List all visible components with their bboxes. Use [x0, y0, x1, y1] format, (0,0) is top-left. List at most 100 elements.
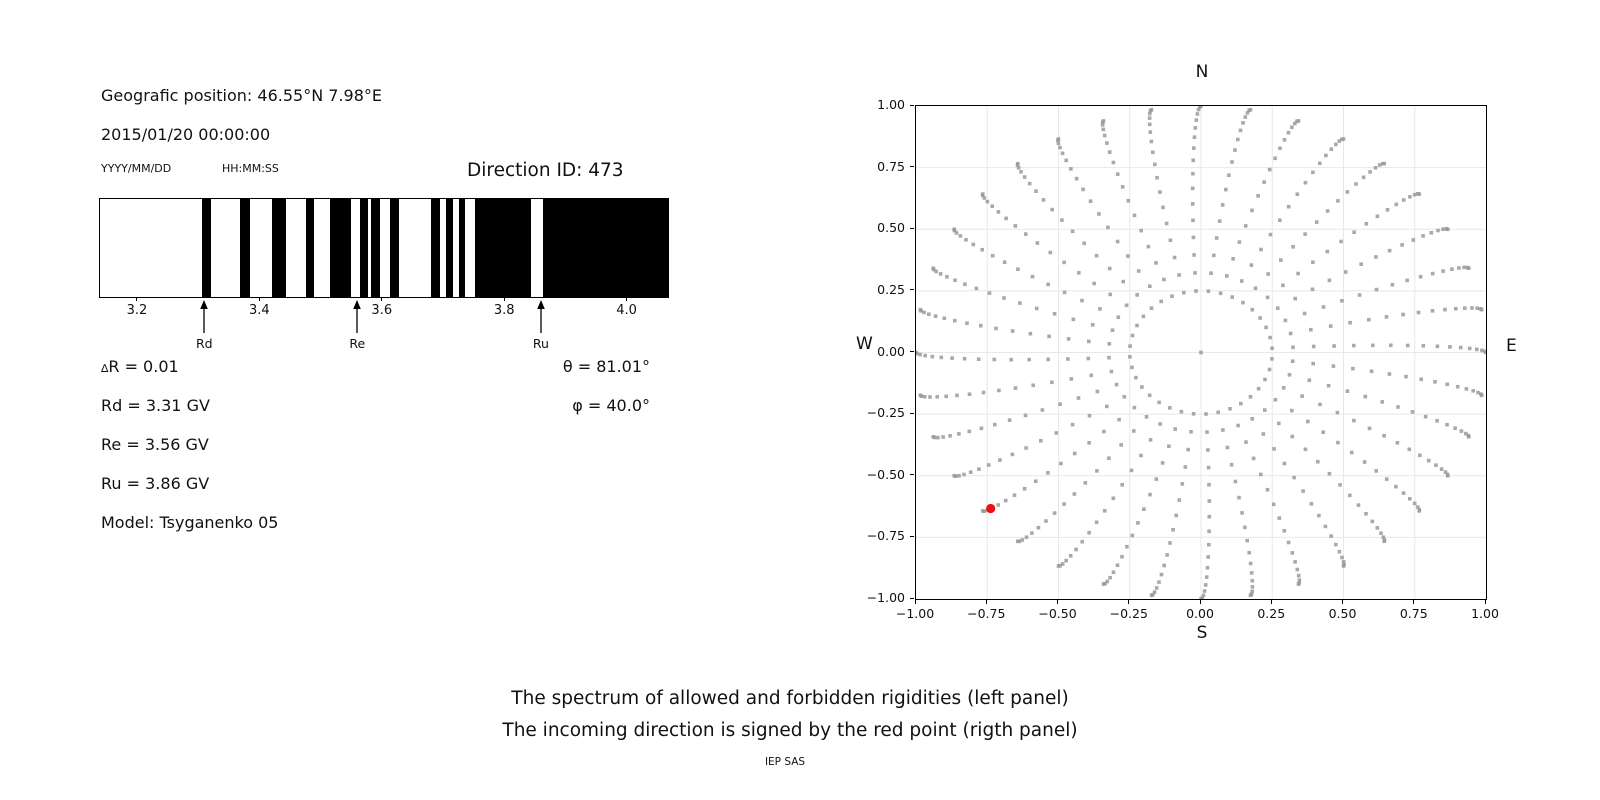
- asymptotic-direction-dot: [1433, 380, 1437, 384]
- asymptotic-direction-dot: [1177, 273, 1181, 277]
- asymptotic-direction-dot: [994, 326, 998, 331]
- delta-symbol: ∆: [101, 362, 109, 375]
- asymptotic-direction-dot: [1250, 208, 1254, 213]
- asymptotic-direction-dot: [1351, 366, 1355, 371]
- asymptotic-direction-dot: [1041, 198, 1046, 202]
- asymptotic-direction-dot: [1236, 137, 1240, 142]
- asymptotic-direction-dot: [1467, 346, 1472, 351]
- asymptotic-direction-dot: [1282, 138, 1287, 142]
- asymptotic-direction-dot: [1291, 345, 1295, 350]
- stat-phi: φ = 40.0°: [572, 396, 650, 415]
- asymptotic-direction-dot: [931, 266, 935, 270]
- asymptotic-direction-dot: [1261, 432, 1266, 436]
- asymptotic-direction-dot: [1401, 312, 1405, 317]
- asymptotic-direction-dot: [1128, 355, 1132, 359]
- asymptotic-direction-dot: [1450, 267, 1454, 271]
- asymptotic-direction-dot: [979, 323, 983, 328]
- asymptotic-direction-dot: [1435, 419, 1439, 423]
- asymptotic-direction-dot: [1250, 578, 1255, 583]
- asymptotic-direction-dot: [1064, 558, 1068, 563]
- asymptotic-direction-dot: [1172, 255, 1177, 260]
- asymptotic-direction-dot: [981, 390, 986, 395]
- asymptotic-direction-dot: [931, 435, 935, 439]
- asymptotic-direction-dot: [927, 312, 931, 316]
- asymptotic-direction-dot: [1401, 491, 1406, 495]
- asymptotic-direction-dot: [1192, 146, 1196, 150]
- asymptotic-direction-dot: [1311, 170, 1315, 175]
- x-axis-tickmark: [503, 297, 505, 301]
- asymptotic-direction-dot: [980, 192, 985, 196]
- asymptotic-direction-dot: [1293, 296, 1297, 301]
- asymptotic-direction-dot: [967, 429, 972, 434]
- asymptotic-direction-dot: [1302, 311, 1307, 316]
- asymptotic-direction-dot: [1243, 115, 1248, 119]
- asymptotic-direction-dot: [1277, 421, 1281, 426]
- asymptotic-direction-dot: [1250, 307, 1255, 312]
- asymptotic-direction-dot: [1279, 258, 1283, 262]
- asymptotic-direction-dot: [1245, 111, 1250, 115]
- asymptotic-direction-dot: [1275, 306, 1280, 310]
- asymptotic-direction-dot: [1352, 418, 1356, 423]
- asymptotic-direction-dot: [1327, 471, 1332, 476]
- asymptotic-direction-dot: [1159, 572, 1164, 577]
- asymptotic-direction-dot: [1086, 356, 1091, 361]
- asymptotic-direction-dot: [1020, 538, 1025, 542]
- asymptotic-direction-dot: [1297, 578, 1302, 582]
- asymptotic-direction-dot: [952, 473, 956, 478]
- asymptotic-direction-dot: [1314, 220, 1319, 224]
- asymptotic-direction-dot: [1209, 271, 1213, 275]
- asymptotic-direction-dot: [1259, 472, 1263, 477]
- asymptotic-direction-dot: [985, 199, 990, 204]
- asymptotic-direction-dot: [1270, 346, 1274, 350]
- asymptotic-direction-dot: [1142, 507, 1146, 511]
- asymptotic-direction-dot: [1324, 153, 1328, 158]
- asymptotic-direction-dot: [1457, 266, 1461, 270]
- asymptotic-direction-dot: [1400, 243, 1404, 247]
- asymptotic-direction-dot: [1072, 492, 1077, 496]
- asymptotic-direction-dot: [1290, 359, 1295, 363]
- asymptotic-direction-dot: [1341, 560, 1346, 564]
- asymptotic-direction-dot: [1430, 309, 1435, 313]
- asymptotic-direction-dot: [1070, 229, 1075, 234]
- asymptotic-direction-dot: [1443, 307, 1447, 312]
- asymptotic-direction-dot: [1036, 525, 1041, 530]
- compass-south-label: S: [1196, 623, 1208, 643]
- asymptotic-direction-dot: [1080, 539, 1084, 544]
- asymptotic-direction-dot: [1217, 219, 1222, 223]
- asymptotic-direction-dot: [1382, 434, 1386, 438]
- x-axis-tickmark: [258, 297, 260, 301]
- asymptotic-direction-dot: [1327, 278, 1332, 283]
- asymptotic-direction-dot: [1463, 306, 1467, 310]
- asymptotic-direction-dot: [1480, 348, 1484, 353]
- asymptotic-direction-dot: [1062, 260, 1066, 265]
- asymptotic-direction-dot: [1249, 263, 1254, 267]
- asymptotic-direction-dot: [1168, 406, 1172, 410]
- asymptotic-direction-dot: [1024, 535, 1029, 539]
- asymptotic-direction-dot: [1040, 408, 1045, 412]
- asymptotic-direction-dot: [1194, 289, 1198, 293]
- asymptotic-direction-dot: [1130, 333, 1135, 338]
- asymptotic-direction-dot: [1395, 441, 1400, 445]
- asymptotic-direction-dot: [1204, 575, 1209, 579]
- asymptotic-direction-dot: [1046, 357, 1050, 362]
- asymptotic-direction-dot: [1135, 323, 1139, 328]
- asymptotic-direction-dot: [1107, 266, 1112, 271]
- y-axis-tick-label: −1.00: [866, 590, 905, 605]
- asymptotic-direction-dot: [1206, 555, 1210, 559]
- asymptotic-direction-dot: [996, 210, 1001, 214]
- asymptotic-direction-dot: [1002, 296, 1006, 300]
- asymptotic-direction-dot: [1264, 325, 1268, 330]
- asymptotic-direction-dot: [1094, 520, 1099, 525]
- asymptotic-direction-dot: [1408, 195, 1412, 199]
- asymptotic-direction-dot: [1288, 331, 1293, 336]
- asymptotic-direction-dot: [1368, 170, 1372, 174]
- asymptotic-direction-dot: [1207, 542, 1211, 547]
- asymptotic-direction-dot: [1265, 487, 1270, 492]
- asymptotic-direction-dot: [1441, 269, 1445, 273]
- asymptotic-direction-dot: [1030, 274, 1035, 279]
- asymptotic-direction-dot: [982, 196, 987, 200]
- asymptotic-direction-dot: [1421, 234, 1425, 238]
- asymptotic-direction-dot: [1105, 404, 1109, 409]
- asymptotic-direction-dot: [1173, 427, 1177, 431]
- forbidden-rigidity-bar: [272, 199, 286, 297]
